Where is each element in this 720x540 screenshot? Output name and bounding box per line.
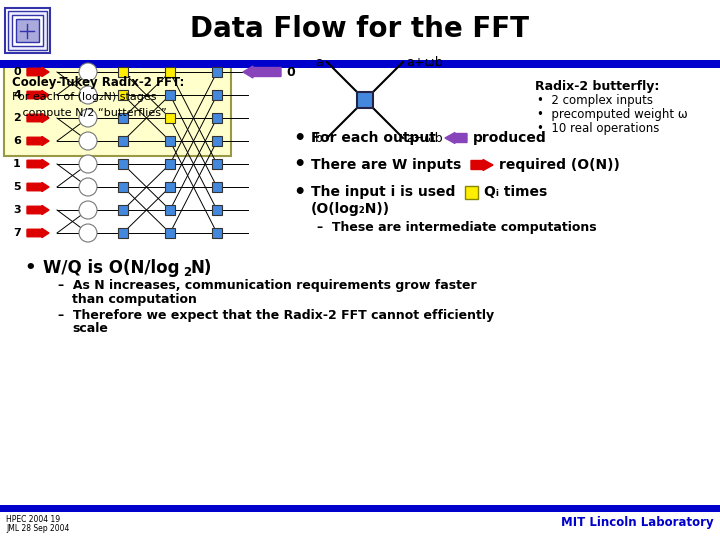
- Text: Radix-2 butterfly:: Radix-2 butterfly:: [535, 80, 660, 93]
- Text: 0: 0: [13, 67, 21, 77]
- Bar: [118, 205, 128, 215]
- Bar: [212, 90, 222, 100]
- Bar: [118, 136, 128, 146]
- Bar: [212, 228, 222, 238]
- Text: MIT Lincoln Laboratory: MIT Lincoln Laboratory: [562, 516, 714, 529]
- Text: 4: 4: [13, 90, 21, 100]
- Text: HPEC 2004 19: HPEC 2004 19: [6, 515, 60, 524]
- Text: produced: produced: [473, 131, 546, 145]
- Bar: [118, 159, 128, 169]
- Bar: [212, 113, 222, 123]
- Text: JML 28 Sep 2004: JML 28 Sep 2004: [6, 524, 69, 533]
- Text: (O(log₂N)): (O(log₂N)): [311, 202, 390, 216]
- Bar: [5, 8, 50, 53]
- FancyArrow shape: [243, 66, 281, 78]
- Bar: [165, 113, 175, 123]
- Circle shape: [79, 86, 97, 104]
- Bar: [212, 182, 222, 192]
- Circle shape: [79, 155, 97, 173]
- Text: The input i is used: The input i is used: [311, 185, 455, 199]
- Text: 7: 7: [13, 228, 21, 238]
- Text: scale: scale: [72, 322, 108, 335]
- Bar: [165, 205, 175, 215]
- Text: •: •: [293, 183, 305, 201]
- Text: There are W inputs: There are W inputs: [311, 158, 462, 172]
- FancyArrow shape: [27, 113, 49, 123]
- Bar: [0, 505, 720, 512]
- Bar: [212, 136, 222, 146]
- Bar: [118, 90, 128, 100]
- Bar: [165, 136, 175, 146]
- Bar: [357, 92, 373, 108]
- Bar: [0, 60, 720, 68]
- FancyArrow shape: [27, 137, 49, 145]
- Text: •: •: [293, 156, 305, 174]
- Bar: [165, 90, 175, 100]
- Text: a+ωb: a+ωb: [406, 56, 443, 69]
- FancyArrow shape: [27, 206, 49, 214]
- Text: required (O(N)): required (O(N)): [499, 158, 620, 172]
- Text: 5: 5: [13, 182, 21, 192]
- Text: •  precomputed weight ω: • precomputed weight ω: [537, 108, 688, 121]
- FancyArrow shape: [27, 183, 49, 192]
- Text: Qᵢ times: Qᵢ times: [484, 185, 547, 199]
- Text: W/Q is O(N/log: W/Q is O(N/log: [43, 259, 179, 277]
- Text: compute N/2 “butterflies”: compute N/2 “butterflies”: [12, 108, 167, 118]
- Text: For each of (log₂N) stages: For each of (log₂N) stages: [12, 92, 156, 102]
- Text: 2: 2: [183, 266, 191, 279]
- FancyBboxPatch shape: [4, 67, 231, 156]
- Text: –  Therefore we expect that the Radix-2 FFT cannot efficiently: – Therefore we expect that the Radix-2 F…: [58, 309, 494, 322]
- FancyArrow shape: [471, 159, 493, 171]
- Text: a−ωb: a−ωb: [406, 132, 443, 145]
- Bar: [465, 186, 478, 199]
- Bar: [118, 228, 128, 238]
- Text: N): N): [190, 259, 212, 277]
- Bar: [165, 182, 175, 192]
- Bar: [8, 11, 47, 50]
- Text: than computation: than computation: [72, 293, 197, 306]
- Bar: [118, 182, 128, 192]
- Bar: [165, 228, 175, 238]
- Circle shape: [79, 178, 97, 196]
- Bar: [165, 67, 175, 77]
- Bar: [12, 15, 43, 46]
- Text: Cooley-Tukey Radix-2 FFT:: Cooley-Tukey Radix-2 FFT:: [12, 76, 184, 89]
- Text: •  2 complex inputs: • 2 complex inputs: [537, 94, 653, 107]
- Bar: [118, 113, 128, 123]
- Text: –  These are intermediate computations: – These are intermediate computations: [317, 221, 597, 234]
- FancyArrow shape: [445, 132, 467, 144]
- Text: 3: 3: [13, 205, 21, 215]
- Bar: [165, 159, 175, 169]
- Text: –  As N increases, communication requirements grow faster: – As N increases, communication requirem…: [58, 280, 477, 293]
- FancyArrow shape: [27, 91, 49, 99]
- Bar: [212, 67, 222, 77]
- Text: •  10 real operations: • 10 real operations: [537, 122, 660, 135]
- Bar: [0, 0, 720, 60]
- Text: Data Flow for the FFT: Data Flow for the FFT: [191, 15, 529, 43]
- Text: •: •: [24, 259, 36, 277]
- FancyArrow shape: [27, 228, 49, 238]
- Circle shape: [79, 224, 97, 242]
- Circle shape: [79, 109, 97, 127]
- Bar: [16, 19, 39, 42]
- Text: a: a: [315, 56, 323, 69]
- Circle shape: [79, 63, 97, 81]
- Text: b: b: [315, 132, 323, 145]
- Circle shape: [79, 132, 97, 150]
- Text: 0: 0: [286, 65, 294, 78]
- Bar: [212, 159, 222, 169]
- FancyArrow shape: [27, 68, 49, 77]
- Bar: [212, 205, 222, 215]
- Text: For each output: For each output: [311, 131, 436, 145]
- Text: •: •: [293, 129, 305, 147]
- Text: 1: 1: [13, 159, 21, 169]
- FancyArrow shape: [27, 159, 49, 168]
- Circle shape: [79, 201, 97, 219]
- Bar: [118, 67, 128, 77]
- Text: 2: 2: [13, 113, 21, 123]
- Text: 6: 6: [13, 136, 21, 146]
